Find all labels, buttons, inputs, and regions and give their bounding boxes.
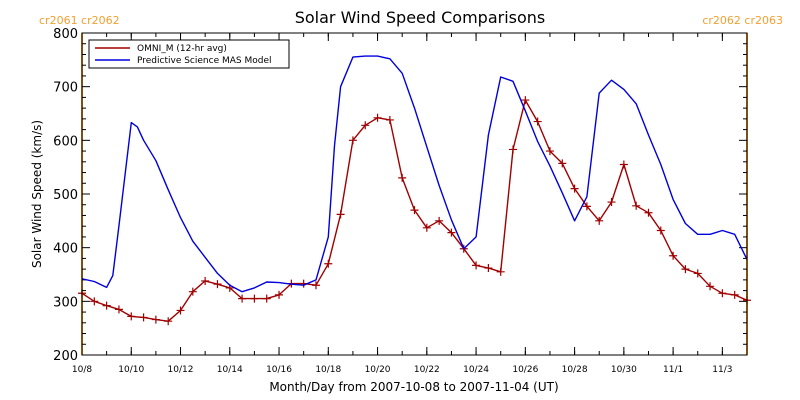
legend: OMNI_M (12-hr avg) Predictive Science MA… [88,39,290,69]
legend-label-mas: Predictive Science MAS Model [137,56,272,66]
data-point-omni [632,201,641,210]
data-point-omni [509,145,518,154]
x-tick-label: 10/28 [562,365,588,375]
data-point-omni [262,294,271,303]
series-line-mas [81,55,748,293]
x-tick-label: 10/26 [512,365,538,375]
data-point-omni [102,301,111,310]
data-point-omni [447,228,456,237]
data-point-omni [607,198,616,207]
data-point-omni [114,305,123,314]
data-point-omni [718,289,727,298]
data-point-omni [213,280,222,289]
data-point-omni [373,113,382,122]
x-tick-label: 10/22 [414,365,440,375]
data-point-omni [90,297,99,306]
y-tick-label: 300 [53,295,78,310]
data-point-omni [348,136,357,145]
x-tick-label: 11/1 [663,365,683,375]
data-point-omni [681,265,690,274]
chart-title: Solar Wind Speed Comparisons [295,8,546,27]
y-tick-label: 700 [53,81,78,96]
data-point-omni [706,282,715,291]
data-point-omni [127,312,136,321]
y-tick-label: 400 [53,242,78,257]
data-point-omni [533,117,542,126]
data-point-omni [275,290,284,299]
y-axis-label: Solar Wind Speed (km/s) [30,120,44,268]
x-tick-label: 10/8 [72,365,92,375]
data-point-omni [385,115,394,124]
data-point-omni [570,184,579,193]
y-tick-label: 500 [53,188,78,203]
data-point-omni [250,294,259,303]
data-point-omni [422,223,431,232]
carrington-label-left: cr2061 cr2062 [39,14,120,27]
data-point-omni [435,216,444,225]
data-point-omni [472,261,481,270]
x-tick-label: 10/12 [168,365,194,375]
data-point-omni [582,202,591,211]
x-tick-label: 10/14 [217,365,243,375]
data-point-omni [336,210,345,219]
data-point-omni [361,121,370,130]
legend-label-omni: OMNI_M (12-hr avg) [137,44,227,54]
x-axis-label: Month/Day from 2007-10-08 to 2007-11-04 … [269,380,558,394]
data-point-omni [656,226,665,235]
data-point-omni [521,96,530,105]
data-point-omni [151,315,160,324]
data-point-omni [619,160,628,169]
data-point-omni [730,290,739,299]
x-tick-label: 10/30 [611,365,637,375]
x-tick-label: 11/3 [712,365,732,375]
x-tick-label: 10/18 [315,365,341,375]
data-point-omni [545,147,554,156]
x-tick-label: 10/10 [118,365,144,375]
y-tick-label: 600 [53,134,78,149]
data-point-omni [558,159,567,168]
data-point-omni [693,269,702,278]
plot-frame [81,32,748,356]
data-point-omni [164,317,173,326]
data-point-omni [139,313,148,322]
data-point-omni [644,208,653,217]
y-tick-label: 200 [53,349,78,364]
x-tick-label: 10/24 [463,365,489,375]
plot-area: 200 300 400 500 600 700 800 10/8 10/10 10/12 10/14… [53,27,751,375]
data-point-omni [398,173,407,182]
x-tick-label: 10/16 [266,365,292,375]
y-tick-label: 800 [53,27,78,42]
data-point-omni [484,264,493,273]
data-point-omni [669,251,678,260]
data-point-omni [238,294,247,303]
carrington-label-right: cr2062 cr2063 [702,14,783,27]
data-point-omni [496,267,505,276]
data-point-omni [311,281,320,290]
data-point-omni [188,287,197,296]
data-point-omni [201,276,210,285]
legend-box [88,39,290,69]
data-point-omni [595,216,604,225]
x-tick-label: 10/20 [365,365,391,375]
data-point-omni [176,306,185,315]
data-point-omni [324,259,333,268]
data-point-omni [410,206,419,215]
